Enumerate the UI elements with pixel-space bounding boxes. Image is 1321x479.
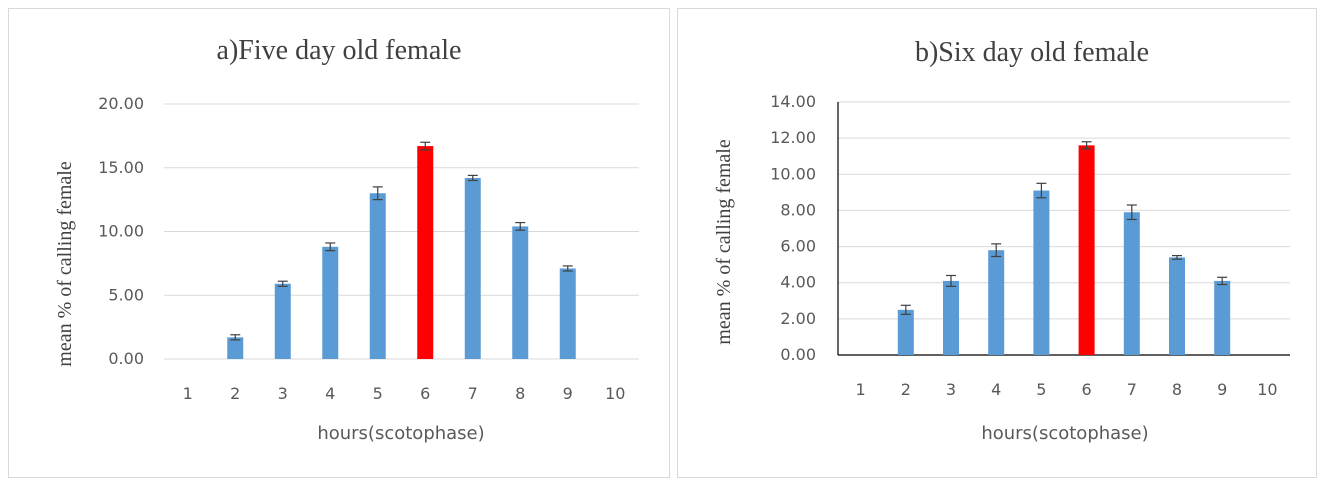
chart-a-x-tick-label: 9 xyxy=(563,384,573,403)
chart-a-x-tick-label: 2 xyxy=(230,384,240,403)
chart-a-y-tick-label: 15.00 xyxy=(98,158,144,177)
chart-b-error-bar-7 xyxy=(1126,204,1137,221)
chart-b-y-tick-label: 0.00 xyxy=(780,345,816,364)
chart-b: b)Six day old female mean % of calling f… xyxy=(713,37,1290,444)
chart-b-y-tick-label: 8.00 xyxy=(780,200,816,219)
chart-a-x-tick-label: 7 xyxy=(468,384,478,403)
chart-a-bar-2 xyxy=(227,337,244,359)
chart-b-x-axis-label: hours(scotophase) xyxy=(981,423,1148,444)
chart-b-plot-area: 0.00 2.00 4.00 6.00 8.00 10.00 12.00 14.00 1 2 3 4 5… xyxy=(770,92,1290,399)
chart-a-bar-9 xyxy=(559,268,576,359)
chart-a-bar-3 xyxy=(274,283,291,359)
chart-b-error-bar-3 xyxy=(946,274,956,287)
chart-a-y-tick-label: 0.00 xyxy=(108,349,144,368)
chart-a-x-tick-label: 3 xyxy=(278,384,288,403)
chart-panel-b: b)Six day old female mean % of calling f… xyxy=(677,8,1317,478)
chart-a-y-tick-label: 10.00 xyxy=(98,222,144,241)
chart-b-y-tick-label: 6.00 xyxy=(780,237,816,256)
chart-b-y-tick-label: 12.00 xyxy=(770,128,816,147)
chart-a-error-bar-8 xyxy=(515,221,526,231)
chart-b-y-tick-label: 10.00 xyxy=(770,164,816,183)
chart-b-y-tick-label: 14.00 xyxy=(770,92,816,111)
chart-a-x-tick-label: 10 xyxy=(605,384,625,403)
chart-b-error-bar-5 xyxy=(1036,182,1047,199)
chart-b-bar-8 xyxy=(1169,257,1185,355)
chart-b-x-tick-label: 4 xyxy=(991,380,1001,399)
chart-b-x-tick-label: 8 xyxy=(1172,380,1182,399)
chart-a-title: a)Five day old female xyxy=(217,35,462,66)
chart-b-error-bar-2 xyxy=(900,304,911,315)
chart-b-bar-9 xyxy=(1214,280,1231,355)
chart-a-y-tick-label: 5.00 xyxy=(108,285,144,304)
chart-a-bar-4 xyxy=(322,246,339,359)
chart-a-y-tick-label: 20.00 xyxy=(98,94,144,113)
chart-a-bar-7 xyxy=(464,177,481,359)
chart-a-error-bar-7 xyxy=(467,174,478,182)
chart-b-bar-7 xyxy=(1123,212,1140,355)
chart-b-x-tick-label: 10 xyxy=(1257,380,1277,399)
chart-b-y-tick-label: 2.00 xyxy=(780,309,816,328)
chart-b-bar-6 xyxy=(1078,145,1095,355)
chart-a: a)Five day old female mean % of calling … xyxy=(54,35,639,444)
chart-b-x-tick-label: 1 xyxy=(856,380,866,399)
chart-a-bar-6 xyxy=(417,146,434,359)
chart-b-y-axis-label: mean % of calling female xyxy=(713,139,735,345)
chart-b-y-tick-label: 4.00 xyxy=(780,273,816,292)
chart-a-bar-8 xyxy=(512,226,529,359)
chart-b-x-tick-label: 7 xyxy=(1127,380,1137,399)
chart-a-x-tick-label: 8 xyxy=(515,384,525,403)
chart-a-x-tick-label: 5 xyxy=(373,384,383,403)
chart-a-x-tick-label: 6 xyxy=(420,384,430,403)
chart-a-error-bar-9 xyxy=(562,265,573,272)
chart-b-bar-3 xyxy=(943,280,959,355)
chart-b-title: b)Six day old female xyxy=(915,37,1149,68)
chart-a-plot-area: 0.00 5.00 10.00 15.00 20.00 1 2 3 4 5 6 7 8 9 10 xyxy=(98,94,639,403)
chart-a-error-bar-6 xyxy=(420,141,431,151)
chart-a-y-axis-label: mean % of calling female xyxy=(54,161,76,367)
chart-b-error-bar-4 xyxy=(991,243,1002,258)
chart-b-x-tick-label: 3 xyxy=(946,380,956,399)
chart-b-x-tick-label: 5 xyxy=(1036,380,1046,399)
chart-b-bar-2 xyxy=(897,309,914,355)
chart-a-x-tick-label: 4 xyxy=(325,384,335,403)
chart-a-error-bar-2 xyxy=(230,334,241,341)
chart-a-error-bar-3 xyxy=(277,280,288,287)
chart-a-error-bar-4 xyxy=(325,242,336,252)
chart-a-x-axis-label: hours(scotophase) xyxy=(317,423,484,444)
chart-b-error-bar-8 xyxy=(1172,255,1182,260)
chart-b-error-bar-9 xyxy=(1217,276,1228,286)
chart-b-error-bar-6 xyxy=(1081,141,1092,150)
chart-a-bar-5 xyxy=(369,193,386,359)
chart-b-x-tick-label: 9 xyxy=(1217,380,1227,399)
chart-b-bar-5 xyxy=(1033,190,1050,355)
chart-b-x-tick-label: 2 xyxy=(901,380,911,399)
chart-panel-a: a)Five day old female mean % of calling … xyxy=(8,8,670,478)
chart-a-error-bar-5 xyxy=(372,186,383,201)
chart-b-x-tick-label: 6 xyxy=(1082,380,1092,399)
chart-b-bar-4 xyxy=(988,250,1005,355)
chart-a-x-tick-label: 1 xyxy=(183,384,193,403)
